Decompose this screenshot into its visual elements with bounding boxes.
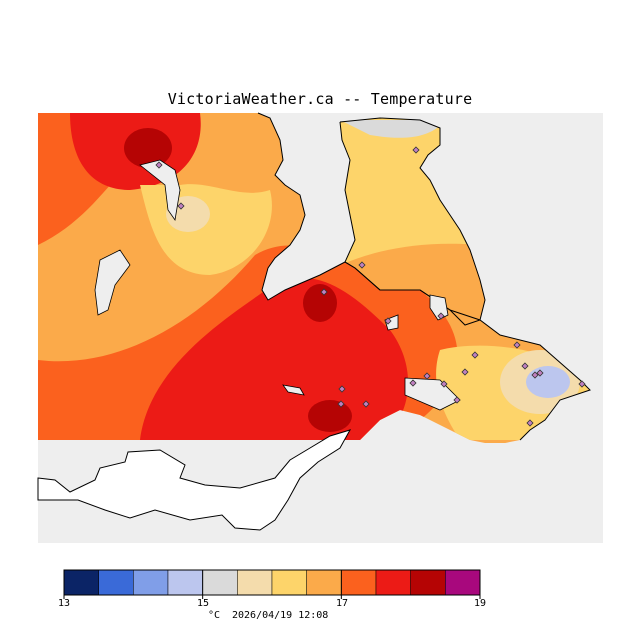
- inlet: [139, 159, 181, 222]
- station-marker: [338, 385, 346, 393]
- color-scale-swatch: [98, 569, 134, 596]
- station-marker: [536, 369, 544, 377]
- scale-tick-label: 17: [336, 598, 349, 609]
- harbour: [404, 377, 461, 411]
- timestamp: 2026/04/19 12:08: [232, 610, 329, 621]
- color-scale-swatch: [445, 569, 481, 596]
- station-marker: [440, 380, 448, 388]
- station-marker: [461, 368, 469, 376]
- lake: [282, 384, 305, 396]
- southern-landmass: [37, 429, 352, 531]
- station-marker: [531, 371, 539, 379]
- station-marker: [384, 317, 392, 325]
- station-marker: [471, 351, 479, 359]
- color-scale-swatch: [341, 569, 377, 596]
- station-marker: [320, 288, 328, 296]
- station-markers: [155, 146, 586, 427]
- color-scale-swatch: [167, 569, 203, 596]
- station-marker: [423, 372, 431, 380]
- lake: [94, 249, 131, 316]
- station-marker: [409, 379, 417, 387]
- island-coastline: [339, 117, 486, 326]
- station-marker: [521, 362, 529, 370]
- station-marker: [513, 341, 521, 349]
- station-marker: [578, 380, 586, 388]
- color-scale-swatch: [375, 569, 411, 596]
- station-marker: [437, 312, 445, 320]
- unit-label: °C: [208, 610, 221, 621]
- scale-tick-label: 15: [197, 598, 210, 609]
- scale-tick-label: 13: [58, 598, 71, 609]
- color-scale-swatch: [410, 569, 446, 596]
- color-scale-swatch: [202, 569, 238, 596]
- color-scale-swatch: [237, 569, 273, 596]
- station-marker: [155, 161, 163, 169]
- scale-tick-label: 19: [474, 598, 487, 609]
- station-marker: [337, 400, 345, 408]
- station-marker: [177, 202, 185, 210]
- station-marker: [526, 419, 534, 427]
- station-marker: [362, 400, 370, 408]
- color-scale-swatch: [271, 569, 307, 596]
- color-scale-bar: [63, 569, 481, 599]
- color-scale-swatch: [63, 569, 99, 596]
- station-marker: [358, 261, 366, 269]
- station-marker: [453, 396, 461, 404]
- color-scale-swatch: [306, 569, 342, 596]
- color-scale-swatch: [133, 569, 169, 596]
- station-marker: [412, 146, 420, 154]
- map-title: VictoriaWeather.ca -- Temperature: [167, 90, 473, 108]
